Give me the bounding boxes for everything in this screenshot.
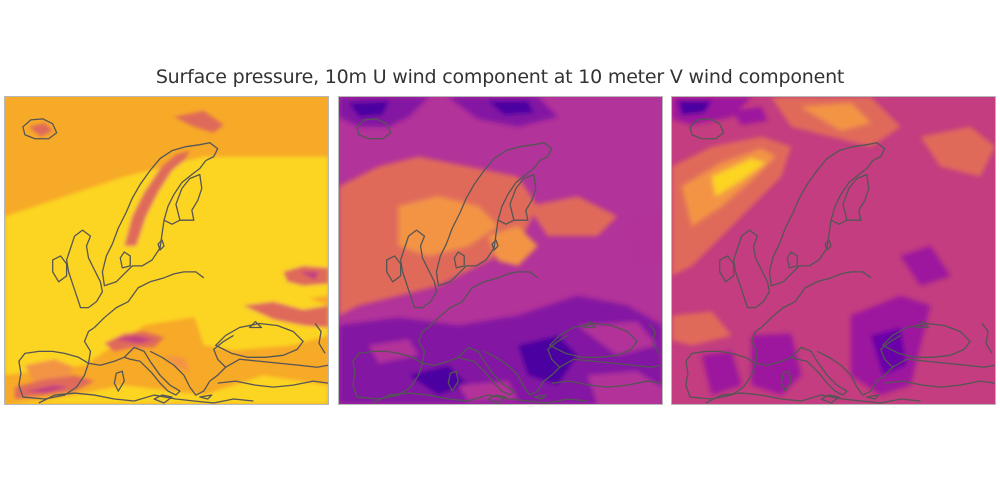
- map-panel-10m-u-wind[interactable]: [338, 96, 663, 405]
- map-panel-10m-v-wind[interactable]: [671, 96, 996, 405]
- map-panel-surface-pressure[interactable]: [4, 96, 329, 405]
- map-canvas: [672, 97, 995, 404]
- figure-title: Surface pressure, 10m U wind component a…: [155, 66, 845, 88]
- map-canvas: [5, 97, 328, 404]
- map-canvas: [339, 97, 662, 404]
